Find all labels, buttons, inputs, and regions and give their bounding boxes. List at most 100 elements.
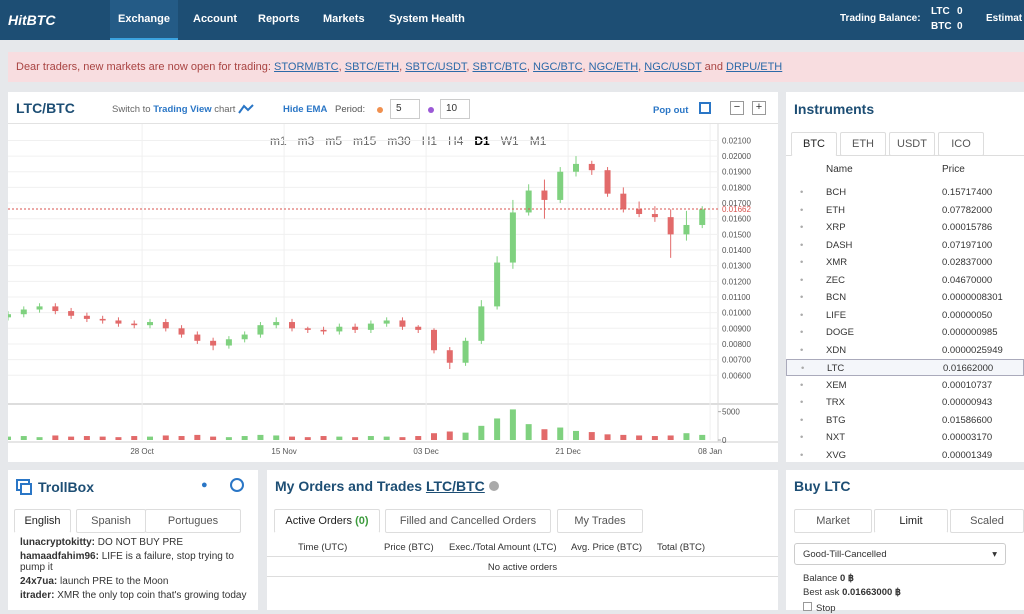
timeframe[interactable]: m5 (325, 134, 343, 148)
instrument-row[interactable]: • NXT 0.00003170 (786, 429, 1024, 446)
bullet: • (800, 204, 804, 216)
instrument-row[interactable]: • BCH 0.15717400 (786, 184, 1024, 201)
nav-item[interactable]: Exchange (110, 0, 178, 40)
nav-item[interactable]: Markets (323, 13, 365, 25)
timeframe[interactable]: m15 (353, 134, 377, 148)
tab[interactable]: Scaled (950, 509, 1024, 533)
candle-body (320, 329, 327, 332)
instrument-row[interactable]: • DOGE 0.000000985 (786, 324, 1024, 341)
logo[interactable]: HitBTC (8, 12, 56, 28)
instrument-row[interactable]: • LTC 0.01662000 (786, 359, 1024, 376)
timeframe[interactable]: D1 (474, 134, 490, 148)
value[interactable]: 0.01663000 ฿ (842, 587, 901, 598)
label[interactable]: Stop (816, 603, 836, 614)
market-link[interactable]: NGC/ETH (588, 61, 639, 73)
y-tick-label: 0.01000 (722, 309, 751, 318)
tab[interactable]: Filled and Cancelled Orders (385, 509, 551, 533)
link[interactable]: Trading View (153, 104, 212, 115)
help-icon[interactable] (488, 481, 499, 491)
instrument-row[interactable]: • TRX 0.00000943 (786, 394, 1024, 411)
tab[interactable]: English (14, 509, 71, 533)
tab[interactable]: BTC (791, 132, 837, 156)
instrument-row[interactable]: • XRP 0.00015786 (786, 219, 1024, 236)
tab[interactable]: Market (794, 509, 872, 533)
title: My Orders and Trades (275, 478, 423, 494)
timeframe[interactable]: M1 (529, 134, 547, 148)
instrument-row[interactable]: • XDN 0.0000025949 (786, 342, 1024, 359)
market-link[interactable]: SBTC/BTC (472, 61, 527, 73)
timeframe[interactable]: H4 (448, 134, 464, 148)
divider (8, 123, 778, 124)
nav-item[interactable]: System Health (389, 13, 465, 25)
tab[interactable]: Portugues (145, 509, 241, 533)
bullet: • (800, 257, 804, 268)
tab[interactable]: Limit (874, 509, 948, 533)
message-user: lunacryptokitty: (20, 537, 96, 548)
period-input[interactable]: 10 (440, 99, 470, 119)
instrument-name: XMR (826, 257, 848, 268)
column-header[interactable]: Price (942, 164, 965, 175)
market-link[interactable]: DRPU/ETH (726, 61, 783, 73)
instruments-panel: Instruments Name Price • BCH 0.15717400 • ET… (786, 92, 1024, 462)
volume-bar (367, 436, 374, 440)
timeframe[interactable]: W1 (500, 134, 519, 148)
instrument-name: NXT (826, 432, 845, 443)
instrument-row[interactable]: • ETH 0.07782000 (786, 202, 1024, 219)
column-header: Avg. Price (BTC) (571, 542, 643, 553)
select-value[interactable]: Good-Till-Cancelled (803, 549, 887, 560)
volume-bar (289, 436, 295, 440)
user-icon[interactable]: ● (201, 479, 208, 491)
market-link[interactable]: NGC/BTC (533, 61, 583, 73)
timeframe[interactable]: m30 (387, 134, 411, 148)
icon (238, 104, 254, 115)
market-link[interactable]: SBTC/USDT (405, 61, 467, 73)
instrument-name: LTC (827, 363, 845, 374)
market-link[interactable]: SBTC/ETH (344, 61, 400, 73)
tab[interactable]: ETH (840, 132, 886, 156)
symbol[interactable]: LTC/BTC (425, 478, 485, 494)
tab[interactable]: Active Orders (0) (274, 509, 380, 533)
nav-item[interactable]: Account (193, 13, 237, 25)
pop-out[interactable]: Pop out (653, 105, 689, 116)
instrument-row[interactable]: • BCN 0.0000008301 (786, 289, 1024, 306)
volume-bar (604, 434, 611, 440)
y-tick-label: 0.01300 (722, 262, 751, 271)
value: 0 ฿ (839, 573, 854, 584)
timeframe[interactable]: m1 (270, 134, 287, 148)
instrument-row[interactable]: • LIFE 0.00000050 (786, 307, 1024, 324)
tab[interactable]: USDT (889, 132, 935, 156)
volume-bar (509, 409, 516, 440)
time-in-force-select[interactable]: Good-Till-Cancelled ▾ (794, 543, 1006, 565)
timeframe[interactable]: H1 (421, 134, 438, 148)
instrument-row[interactable]: • XEM 0.00010737 (786, 377, 1024, 394)
instrument-row[interactable]: • DASH 0.07197100 (786, 237, 1024, 254)
zoom-in[interactable]: + (752, 101, 766, 115)
candle-body (699, 209, 706, 225)
tab[interactable]: ICO (938, 132, 984, 156)
instrument-row[interactable]: • XVG 0.00001349 (786, 447, 1024, 464)
period-input[interactable]: 5 (390, 99, 420, 119)
instrument-row[interactable]: • BTG 0.01586600 (786, 412, 1024, 429)
stop-option[interactable]: Stop (803, 602, 836, 614)
globe-icon[interactable] (230, 478, 244, 492)
instrument-row[interactable]: • XMR 0.02837000 (786, 254, 1024, 271)
candle-body (336, 326, 343, 332)
timeframes: m1 m3 m5 m15 m30 H1 H4 D1 W1 M1 (270, 134, 557, 148)
message: hamaadfahim96: LIFE is a failure, stop t… (20, 551, 252, 573)
market-link[interactable]: STORM/BTC (274, 61, 339, 73)
column-header[interactable]: Name (826, 164, 853, 175)
instrument-row[interactable]: • ZEC 0.04670000 (786, 272, 1024, 289)
timeframe[interactable]: m3 (297, 134, 315, 148)
tab-label[interactable]: Active Orders (285, 515, 353, 527)
pop-out-icon[interactable] (699, 102, 711, 114)
market-link[interactable]: NGC/USDT (644, 61, 702, 73)
last-price-label: 0.01662 (722, 205, 751, 214)
zoom-out[interactable]: − (730, 101, 744, 115)
candle-body (557, 171, 564, 200)
instrument-price: 0.04670000 (942, 274, 993, 286)
hide-ema[interactable]: Hide EMA (283, 104, 328, 115)
tab[interactable]: My Trades (557, 509, 643, 533)
tab[interactable]: Spanish (76, 509, 146, 533)
volume-bar (131, 436, 138, 440)
nav-item[interactable]: Reports (258, 13, 300, 25)
